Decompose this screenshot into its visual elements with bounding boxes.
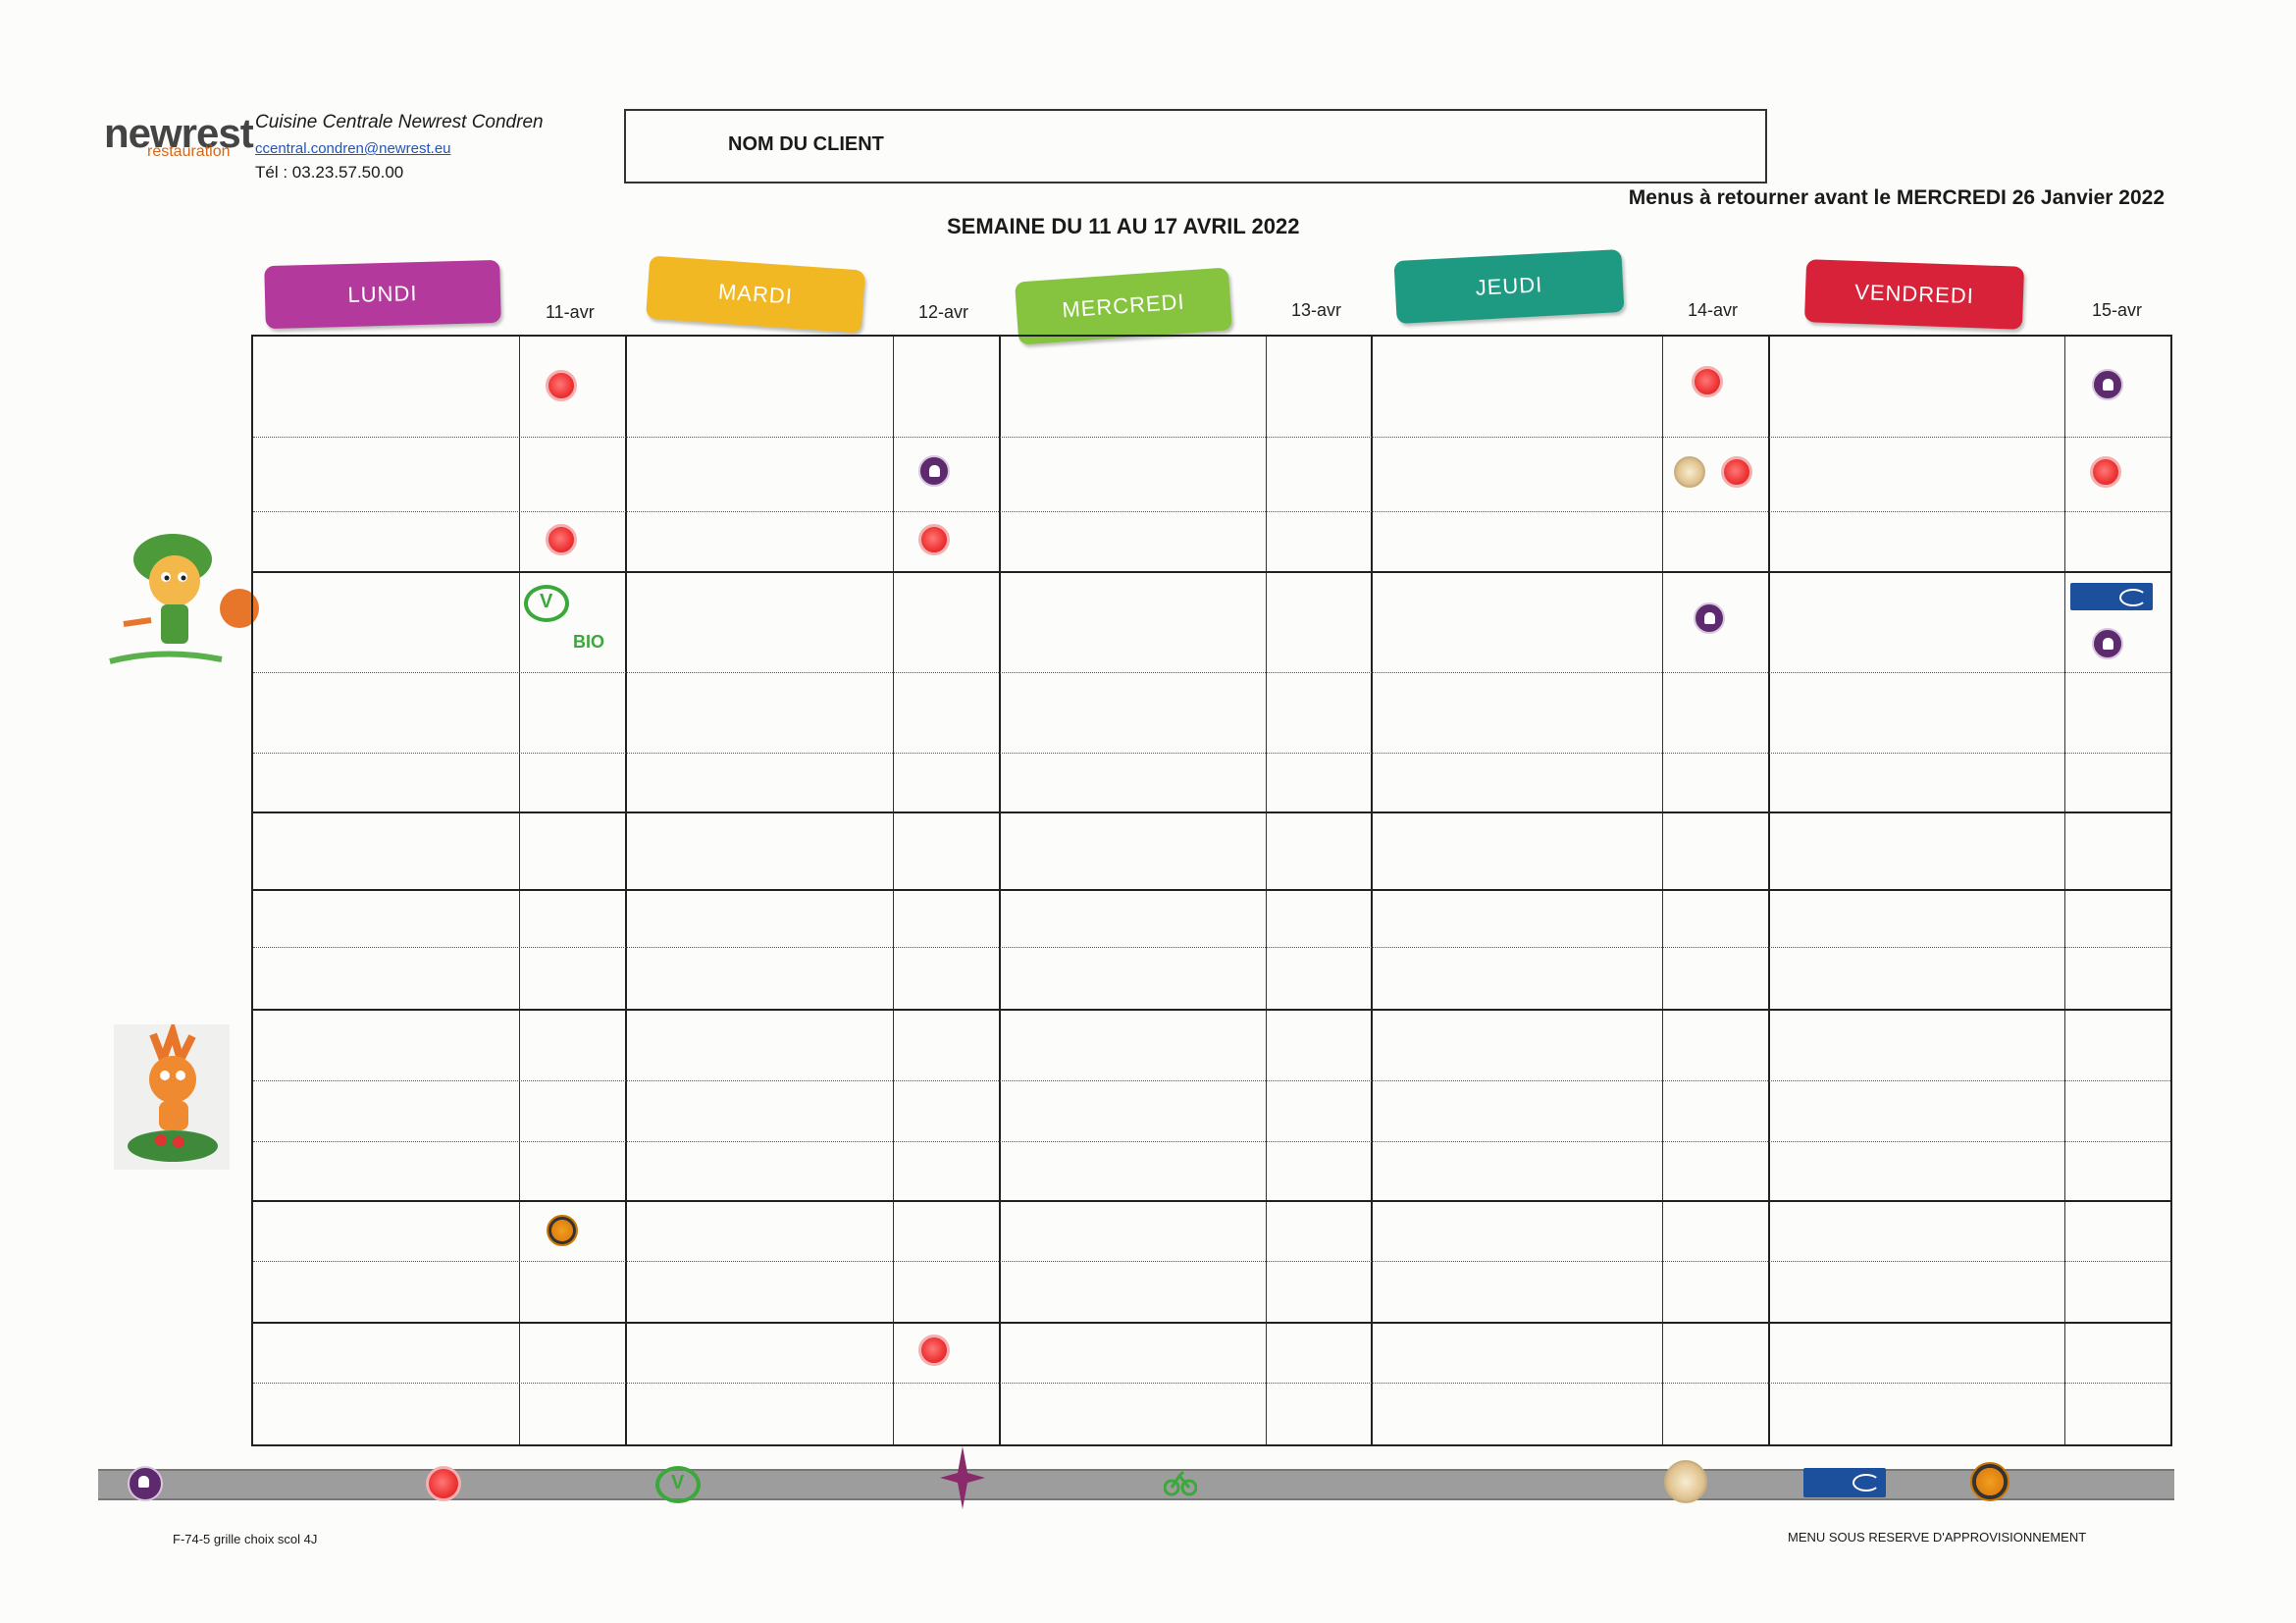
- cheese-label-icon: [1674, 456, 1705, 488]
- grid-row-line: [253, 1141, 2170, 1142]
- tomato-icon: [546, 524, 577, 555]
- form-reference: F-74-5 grille choix scol 4J: [173, 1532, 318, 1546]
- client-name-box[interactable]: NOM DU CLIENT: [624, 109, 1767, 183]
- organisation-name: Cuisine Centrale Newrest Condren: [255, 112, 544, 132]
- return-deadline: Menus à retourner avant le MERCREDI 26 J…: [1628, 186, 2165, 209]
- chef-hat-icon: [2092, 369, 2123, 400]
- grid-section-line: [253, 812, 2170, 813]
- chef-hat-icon: [1694, 602, 1725, 634]
- grid-section-line: [253, 889, 2170, 891]
- logo-subtitle: restauration: [147, 143, 231, 160]
- grid-row-line: [253, 672, 2170, 673]
- tomato-icon: [918, 524, 950, 555]
- date-mercredi: 13-avr: [1291, 300, 1342, 320]
- cheese-label-icon: [1664, 1460, 1707, 1503]
- vegetarian-icon: [655, 1466, 701, 1503]
- grid-row-line: [253, 1080, 2170, 1081]
- vegetarian-icon: [524, 585, 569, 622]
- label-rouge-icon: [1970, 1462, 2009, 1501]
- date-lundi: 11-avr: [546, 302, 595, 322]
- msc-fish-icon: [1803, 1468, 1886, 1497]
- tomato-icon: [918, 1335, 950, 1366]
- grid-row-line: [253, 1261, 2170, 1262]
- grid-row-line: [253, 1383, 2170, 1384]
- client-name-label: NOM DU CLIENT: [728, 133, 884, 155]
- tab-jeudi: JEUDI: [1393, 248, 1625, 325]
- label-rouge-icon: [547, 1215, 578, 1246]
- grid-section-line: [253, 1200, 2170, 1202]
- chef-hat-icon: [128, 1466, 163, 1501]
- grid-section-line: [253, 1322, 2170, 1324]
- menu-grid: [251, 335, 2172, 1446]
- tab-vendredi: VENDREDI: [1803, 259, 2025, 330]
- grid-row-line: [253, 947, 2170, 948]
- grid-row-line: [253, 437, 2170, 438]
- mascot-carrot-character: [114, 1024, 230, 1170]
- mascot-pumpkin-character: [109, 534, 259, 664]
- week-title: SEMAINE DU 11 AU 17 AVRIL 2022: [947, 214, 1300, 238]
- date-vendredi: 15-avr: [2092, 300, 2143, 320]
- msc-fish-icon: [2070, 583, 2153, 610]
- date-mardi: 12-avr: [918, 302, 969, 322]
- organisation-phone: Tél : 03.23.57.50.00: [255, 163, 404, 182]
- tomato-icon: [1721, 456, 1752, 488]
- grid-section-line: [253, 571, 2170, 573]
- tomato-icon: [426, 1466, 461, 1501]
- bio-label: BIO: [573, 632, 605, 652]
- tomato-icon: [546, 370, 577, 401]
- tab-lundi: LUNDI: [264, 259, 501, 330]
- date-jeudi: 14-avr: [1688, 300, 1739, 320]
- chef-hat-icon: [2092, 628, 2123, 659]
- newrest-logo: newrest: [104, 110, 254, 156]
- tomato-icon: [1692, 366, 1723, 397]
- chef-hat-icon: [918, 455, 950, 487]
- supply-disclaimer: MENU SOUS RESERVE D'APPROVISIONNEMENT: [1788, 1530, 2087, 1544]
- organisation-email-link[interactable]: ccentral.condren@newrest.eu: [255, 140, 451, 157]
- star-icon: [940, 1446, 985, 1509]
- bike-icon: [1164, 1470, 1197, 1496]
- grid-row-line: [253, 753, 2170, 754]
- tomato-icon: [2090, 456, 2121, 488]
- tab-mardi: MARDI: [646, 255, 865, 334]
- tab-mercredi: MERCREDI: [1015, 267, 1232, 345]
- grid-row-line: [253, 511, 2170, 512]
- grid-section-line: [253, 1009, 2170, 1011]
